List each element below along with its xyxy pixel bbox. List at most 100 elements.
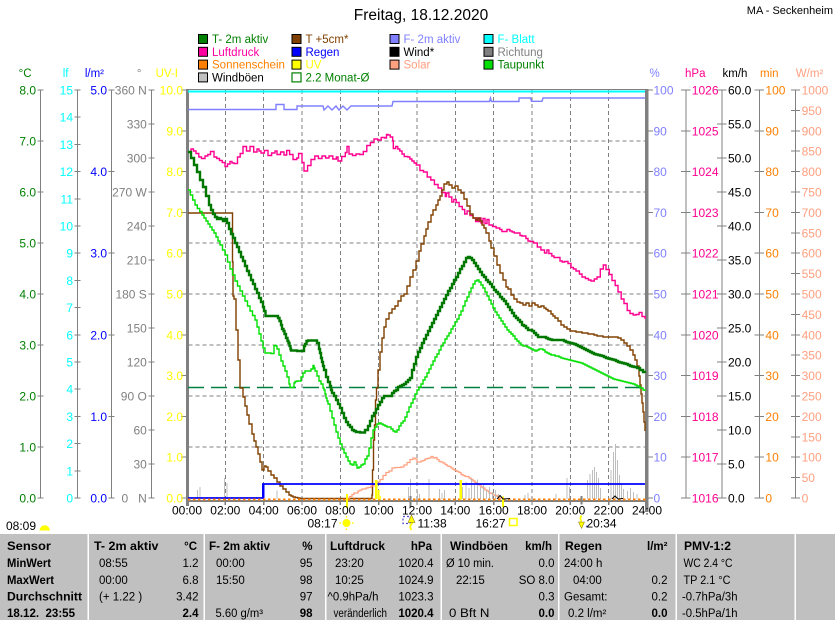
svg-text:5.0: 5.0 <box>728 458 745 472</box>
svg-text:18:00: 18:00 <box>517 504 547 518</box>
svg-text:3.0: 3.0 <box>90 247 107 261</box>
svg-text:0: 0 <box>802 492 809 506</box>
svg-text:15:50: 15:50 <box>216 575 245 587</box>
svg-text:°C: °C <box>184 541 197 553</box>
svg-text:16:27: 16:27 <box>475 517 505 531</box>
svg-text:Windböen: Windböen <box>212 72 264 84</box>
svg-text:4.0: 4.0 <box>90 165 107 179</box>
svg-text:12:00: 12:00 <box>402 504 432 518</box>
svg-text:08:55: 08:55 <box>99 558 128 570</box>
svg-text:14: 14 <box>60 111 74 125</box>
svg-text:F- 2m aktiv: F- 2m aktiv <box>209 541 271 553</box>
svg-text:30: 30 <box>765 369 779 383</box>
svg-text:Luftdruck: Luftdruck <box>212 47 260 59</box>
svg-text:400: 400 <box>802 328 822 342</box>
svg-text:Richtung: Richtung <box>498 47 543 59</box>
svg-text:300: 300 <box>802 369 822 383</box>
svg-text:1023: 1023 <box>692 206 719 220</box>
svg-text:10.0: 10.0 <box>728 424 752 438</box>
svg-text:lf: lf <box>63 68 70 80</box>
svg-text:00:00: 00:00 <box>172 504 202 518</box>
svg-text:360 N: 360 N <box>115 84 147 98</box>
svg-text:45.0: 45.0 <box>728 186 752 200</box>
svg-text:3: 3 <box>66 410 73 424</box>
svg-text:950: 950 <box>802 104 822 118</box>
svg-text:l/m²: l/m² <box>85 68 104 80</box>
svg-text:14:00: 14:00 <box>440 504 470 518</box>
svg-text:35.0: 35.0 <box>728 254 752 268</box>
svg-text:1020.4: 1020.4 <box>398 608 434 620</box>
svg-text:UV-I: UV-I <box>156 68 178 80</box>
svg-text:2.0: 2.0 <box>90 328 107 342</box>
svg-text:min: min <box>760 68 779 80</box>
svg-text:hPa: hPa <box>411 541 433 553</box>
svg-text:1026: 1026 <box>692 84 719 98</box>
svg-text:04:00: 04:00 <box>249 504 279 518</box>
svg-text:2.0: 2.0 <box>166 410 183 424</box>
svg-text:1024.9: 1024.9 <box>398 575 433 587</box>
svg-text:2.0: 2.0 <box>19 390 36 404</box>
svg-text:10:25: 10:25 <box>335 575 364 587</box>
svg-text:550: 550 <box>802 267 822 281</box>
svg-text:2: 2 <box>66 437 73 451</box>
svg-text:11: 11 <box>61 192 74 206</box>
svg-text:200: 200 <box>802 410 822 424</box>
svg-text:10: 10 <box>654 451 668 465</box>
svg-text:l/m²: l/m² <box>647 541 668 553</box>
svg-text:WC 2.4 °C: WC 2.4 °C <box>684 558 733 570</box>
svg-text:km/h: km/h <box>723 68 748 80</box>
svg-text:6.0: 6.0 <box>166 247 183 261</box>
svg-text:-0.7hPa/3h: -0.7hPa/3h <box>682 592 738 604</box>
svg-text:hPa: hPa <box>685 68 706 80</box>
svg-text:98: 98 <box>300 608 313 620</box>
svg-text:TP 2.1 °C: TP 2.1 °C <box>684 575 731 587</box>
svg-text:800: 800 <box>802 165 822 179</box>
svg-text:95: 95 <box>300 558 313 570</box>
svg-text:30: 30 <box>654 369 668 383</box>
svg-text:30: 30 <box>133 458 147 472</box>
svg-text:40: 40 <box>654 328 668 342</box>
svg-text:24:00 h: 24:00 h <box>564 558 602 570</box>
svg-text:Freitag, 18.12.2020: Freitag, 18.12.2020 <box>354 7 489 24</box>
svg-text:6.0: 6.0 <box>19 186 36 200</box>
svg-text:1020: 1020 <box>692 328 719 342</box>
svg-text:F- Blatt: F- Blatt <box>498 34 536 46</box>
svg-text:650: 650 <box>802 226 822 240</box>
svg-text:04:00: 04:00 <box>573 575 602 587</box>
svg-text:90 O: 90 O <box>121 390 147 404</box>
svg-text:1021: 1021 <box>692 288 719 302</box>
svg-text:6.8: 6.8 <box>183 575 199 587</box>
svg-text:12: 12 <box>60 165 74 179</box>
svg-text:750: 750 <box>802 186 822 200</box>
svg-text:9: 9 <box>66 247 73 261</box>
svg-text:98: 98 <box>300 575 313 587</box>
svg-text:20.0: 20.0 <box>728 356 752 370</box>
svg-text:1018: 1018 <box>692 410 719 424</box>
svg-text:8.0: 8.0 <box>19 84 36 98</box>
svg-text:T- 2m aktiv: T- 2m aktiv <box>212 34 268 46</box>
svg-text:6: 6 <box>66 328 73 342</box>
svg-text:5.0: 5.0 <box>90 84 107 98</box>
svg-text:4.0: 4.0 <box>19 288 36 302</box>
svg-text:15.0: 15.0 <box>728 390 752 404</box>
svg-text:1.2: 1.2 <box>183 558 199 570</box>
svg-text:-0.5hPa/1h: -0.5hPa/1h <box>682 608 738 620</box>
svg-text:3.0: 3.0 <box>166 369 183 383</box>
svg-text:4: 4 <box>66 383 73 397</box>
svg-text:25.0: 25.0 <box>728 322 752 336</box>
svg-text:50: 50 <box>654 288 668 302</box>
svg-text:240: 240 <box>127 220 147 234</box>
svg-text:18.12. 23:55: 18.12. 23:55 <box>7 608 76 620</box>
svg-text:1.0: 1.0 <box>19 441 36 455</box>
svg-text:5.0: 5.0 <box>19 237 36 251</box>
svg-text:0.2 l/m²: 0.2 l/m² <box>568 608 607 620</box>
svg-text:1019: 1019 <box>692 369 719 383</box>
svg-text:500: 500 <box>802 288 822 302</box>
svg-text:55.0: 55.0 <box>728 118 752 132</box>
svg-text:7.0: 7.0 <box>19 135 36 149</box>
svg-text:0 N: 0 N <box>121 492 146 506</box>
svg-text:Ø 10 min.: Ø 10 min. <box>446 558 494 570</box>
svg-text:1020.4: 1020.4 <box>398 558 434 570</box>
svg-text:60.0: 60.0 <box>728 84 752 98</box>
svg-text:100: 100 <box>765 84 785 98</box>
